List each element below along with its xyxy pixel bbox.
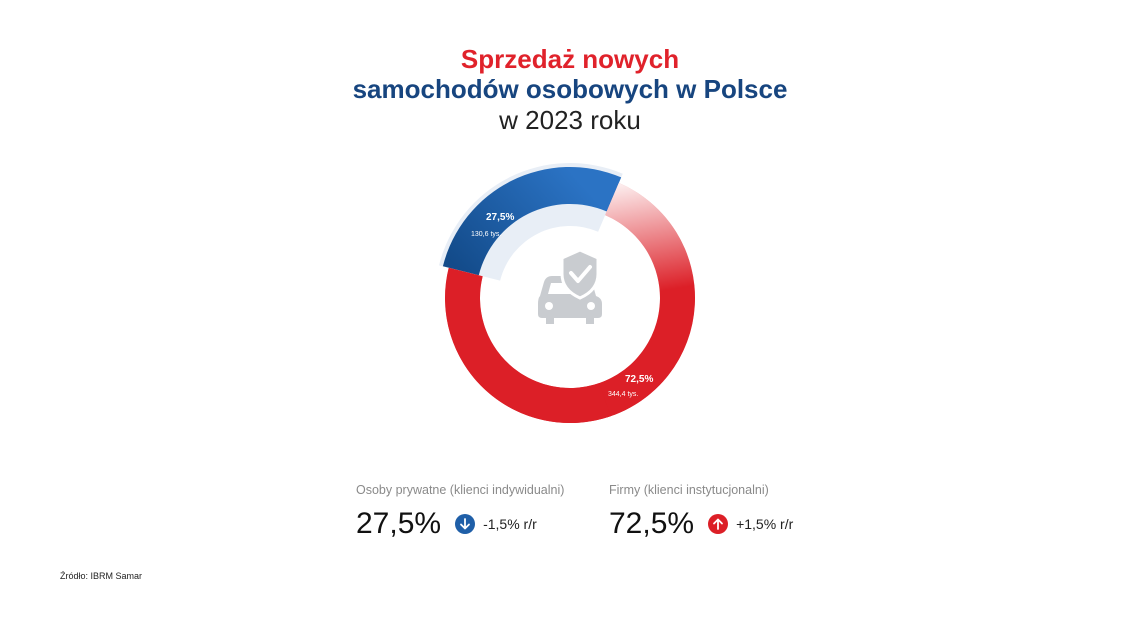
- stat-change: +1,5% r/r: [736, 516, 794, 532]
- stat-caption: Firmy (klienci instytucjonalni): [609, 483, 769, 497]
- stat-value: 27,5%: [356, 507, 442, 540]
- stat-private-clients: Osoby prywatne (klienci indywidualni) 27…: [356, 482, 564, 544]
- slice-percent-label: 27,5%: [486, 212, 514, 223]
- car-shield-check-icon: [538, 248, 602, 324]
- donut-chart: 27,5% 130,6 tys. 72,5% 344,4 tys.: [439, 163, 696, 424]
- source-note: Źródło: IBRM Samar: [60, 571, 143, 581]
- stat-business-clients: Firmy (klienci instytucjonalni) 72,5% +1…: [609, 482, 793, 544]
- title-line-1: Sprzedaż nowych: [460, 44, 680, 74]
- arrow-up-icon: [708, 514, 729, 534]
- slice-percent-label: 72,5%: [625, 374, 653, 385]
- arrow-down-icon: [455, 514, 476, 534]
- stat-value: 72,5%: [609, 507, 695, 540]
- donut-slice-solid: [445, 267, 611, 423]
- donut-slice: [442, 167, 622, 276]
- donut-slice-gradient: [596, 182, 696, 418]
- slice-value-label: 344,4 tys.: [608, 391, 638, 398]
- stat-change: -1,5% r/r: [483, 516, 537, 532]
- title-line-3: w 2023 roku: [499, 105, 641, 135]
- chart-title: Sprzedaż nowych samochodów osobowych w P…: [0, 44, 1140, 136]
- slice-value-label: 130,6 tys.: [471, 231, 501, 238]
- stat-caption: Osoby prywatne (klienci indywidualni): [356, 483, 565, 497]
- title-line-2: samochodów osobowych w Polsce: [352, 74, 788, 104]
